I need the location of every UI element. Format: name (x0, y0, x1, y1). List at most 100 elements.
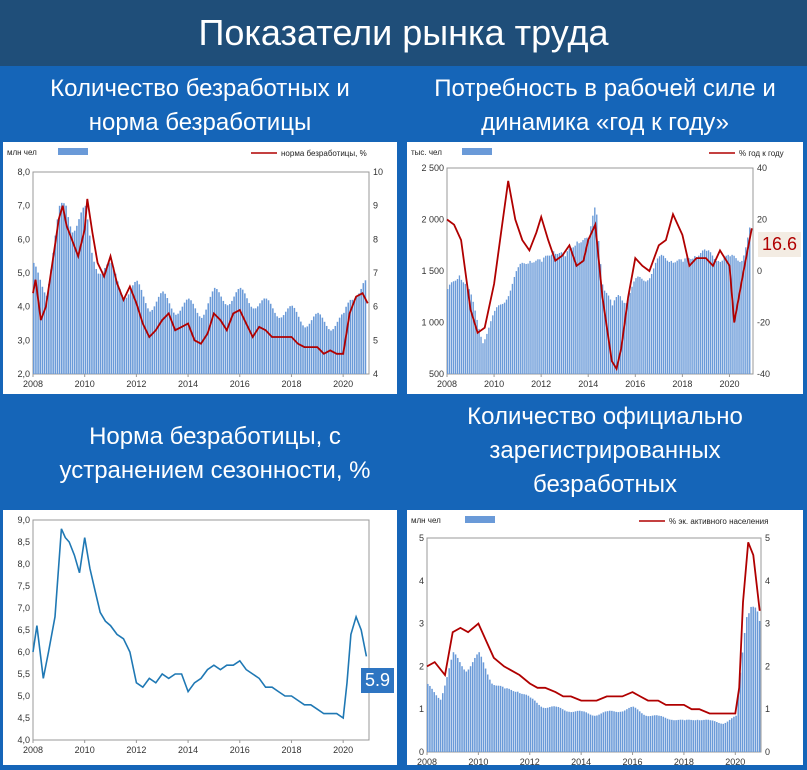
bar (84, 205, 87, 374)
bar (323, 321, 326, 374)
bar (319, 314, 322, 374)
bar (726, 721, 729, 752)
bar (678, 259, 680, 374)
bar (474, 657, 476, 752)
bar (653, 715, 656, 752)
bar (181, 306, 184, 374)
y-right-tick-label: 2 (765, 661, 770, 671)
x-tick-label: 2014 (578, 379, 598, 389)
bar (300, 321, 302, 374)
bar (308, 323, 311, 374)
series-line (446, 180, 753, 372)
bar (198, 316, 201, 374)
bar (549, 707, 551, 752)
bar (114, 273, 117, 374)
y-right-tick-label: -40 (757, 369, 770, 379)
bar (269, 303, 272, 374)
bar (598, 241, 600, 374)
bar (645, 715, 647, 752)
bar (497, 685, 500, 752)
bar (596, 214, 598, 374)
bar (61, 202, 63, 374)
bar (147, 308, 149, 374)
bar (617, 295, 620, 374)
y-right-tick-label: 3 (765, 619, 770, 629)
bar (566, 711, 568, 752)
bar (743, 632, 746, 752)
bar (585, 712, 587, 752)
bar (37, 272, 39, 374)
x-tick-label: 2016 (230, 745, 250, 755)
bar (608, 710, 611, 752)
bar (106, 264, 108, 374)
bar (728, 719, 731, 752)
bar (149, 311, 151, 374)
bar (609, 299, 612, 374)
bar (244, 293, 246, 374)
bar (469, 666, 472, 752)
bar (173, 312, 175, 374)
bar (521, 693, 523, 752)
bar (306, 326, 309, 374)
bar (581, 711, 583, 752)
bar (166, 298, 169, 374)
bar (211, 291, 214, 374)
x-tick-label: 2008 (23, 379, 43, 389)
bar (717, 260, 720, 374)
bar (482, 343, 484, 374)
bar (514, 691, 517, 752)
chart2-box: 500 1 000 1 500 2 000 2 500 -40 -20 0 20 40 2008 20… (407, 142, 803, 394)
y-right-tick-label: 40 (757, 163, 767, 173)
series-line (32, 198, 369, 355)
bar (649, 278, 651, 374)
x-tick-label: 2008 (417, 757, 437, 765)
bar (724, 722, 727, 752)
bar (696, 257, 698, 374)
bar (471, 662, 474, 752)
bar (431, 688, 433, 752)
bar (125, 297, 128, 374)
bar (662, 255, 665, 374)
bar (601, 284, 604, 374)
bar (559, 707, 562, 752)
bar (349, 299, 352, 374)
bar (729, 256, 731, 374)
bar (504, 688, 506, 752)
bar (325, 325, 328, 374)
bar (162, 291, 164, 374)
bar (656, 258, 659, 374)
y-left-tick-label: 2,0 (17, 369, 30, 379)
bar (272, 308, 274, 374)
bar (291, 305, 294, 374)
bar (123, 298, 126, 374)
bar (536, 702, 538, 752)
bar (592, 215, 594, 374)
bar (33, 262, 35, 374)
bar (213, 287, 216, 374)
bar (741, 260, 743, 374)
bar (71, 232, 74, 374)
bar (546, 707, 549, 752)
bar (709, 720, 712, 752)
chart3-callout: 5.9 (361, 668, 395, 693)
bar (463, 669, 465, 752)
bar (252, 308, 255, 374)
legend-line-label: норма безработицы, % (281, 149, 367, 158)
bar (605, 292, 608, 374)
panel2-title-line2: динамика «год к году» (481, 109, 729, 136)
bar (576, 241, 578, 374)
bar (196, 312, 199, 374)
bar (41, 286, 44, 374)
bar (582, 240, 584, 374)
bar (429, 685, 431, 752)
bar (690, 258, 692, 374)
bar (229, 304, 231, 374)
bar (464, 283, 467, 374)
bar (142, 296, 145, 374)
bar (707, 250, 710, 374)
bar (237, 289, 240, 374)
bar (521, 262, 523, 374)
bar (503, 302, 506, 374)
bar (276, 316, 278, 374)
bar (683, 720, 686, 752)
